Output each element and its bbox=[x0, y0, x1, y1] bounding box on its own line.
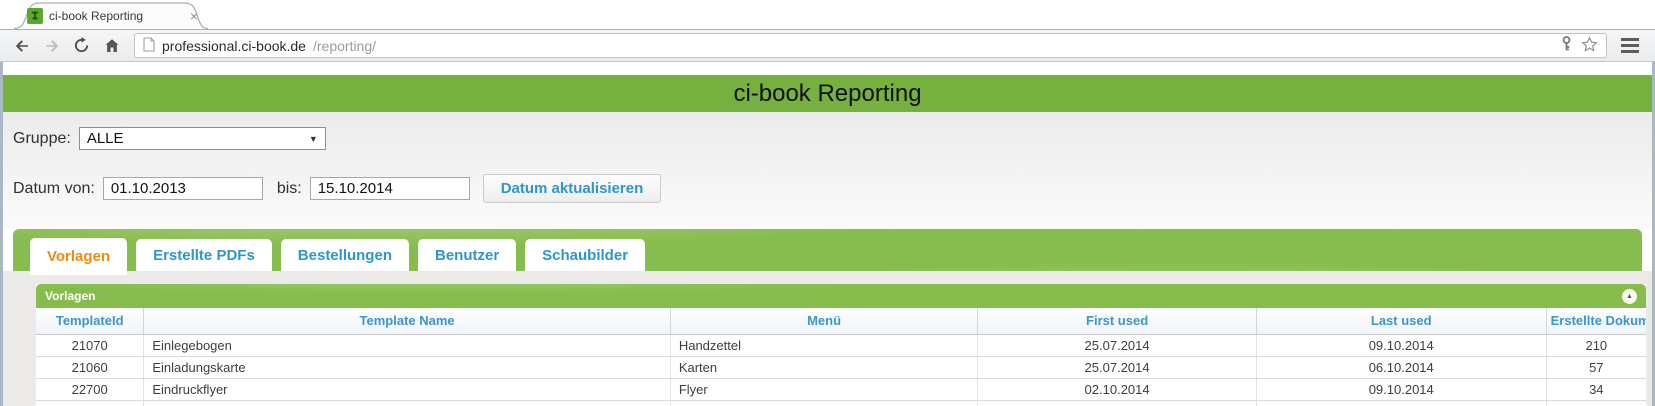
browser-toolbar: professional.ci-book.de/reporting/ bbox=[0, 29, 1655, 62]
content-area: Vorlagen ▲ TemplateId Template Name Menü Fi… bbox=[3, 271, 1652, 406]
tab-vorlagen[interactable]: Vorlagen bbox=[30, 238, 128, 275]
table-cell: Karten bbox=[670, 356, 979, 379]
table-cell: 09.10.2014 bbox=[1256, 334, 1547, 357]
page-tabstrip: Vorlagen Erstellte PDFs Bestellungen Benutz… bbox=[13, 229, 1642, 275]
favicon bbox=[27, 7, 43, 24]
table-cell: 22700 bbox=[36, 378, 145, 401]
table-cell bbox=[143, 400, 671, 406]
table-cell: Flyer bbox=[670, 378, 979, 401]
column-header-first-used[interactable]: First used bbox=[977, 308, 1257, 335]
column-header-templateid[interactable]: TemplateId bbox=[36, 308, 145, 335]
vorlagen-table: TemplateId Template Name Menü First used Las… bbox=[36, 308, 1646, 406]
table-cell: 21060 bbox=[36, 356, 145, 379]
group-select-value: ALLE bbox=[86, 130, 124, 147]
filter-section: Gruppe: ALLE ▼ Datum von: bis: Datum akt… bbox=[3, 112, 1652, 229]
column-header-men-[interactable]: Menü bbox=[670, 308, 979, 335]
vorlagen-panel: Vorlagen ▲ TemplateId Template Name Menü Fi… bbox=[36, 284, 1646, 406]
home-icon[interactable] bbox=[98, 33, 125, 59]
table-row: 21070 Einlegebogen Handzettel 25.07.2014 09.… bbox=[36, 334, 1646, 357]
table-cell: 25.07.2014 bbox=[977, 334, 1257, 357]
url-host: professional.ci-book.de bbox=[162, 37, 306, 54]
panel-title: Vorlagen bbox=[45, 289, 96, 303]
table-cell bbox=[670, 400, 979, 406]
table-cell: Handzettel bbox=[670, 334, 979, 357]
panel-header: Vorlagen ▲ bbox=[36, 284, 1646, 308]
browser-tab-shape bbox=[13, 2, 209, 29]
browser-tab-title: ci-book Reporting bbox=[49, 8, 144, 23]
table-cell: Eindruckflyer bbox=[143, 378, 671, 401]
table-row-partial bbox=[36, 400, 1646, 406]
page-title: ci-book Reporting bbox=[733, 79, 922, 107]
table-header-row: TemplateId Template Name Menü First used Las… bbox=[36, 308, 1646, 335]
date-from-input[interactable] bbox=[102, 177, 263, 200]
url-bar[interactable]: professional.ci-book.de/reporting/ bbox=[134, 33, 1607, 58]
group-label: Gruppe: bbox=[13, 129, 71, 147]
page-body: ci-book Reporting Gruppe: ALLE ▼ Datum v… bbox=[0, 62, 1655, 406]
table-cell bbox=[977, 400, 1257, 406]
column-header-template-name[interactable]: Template Name bbox=[143, 308, 671, 335]
forward-icon[interactable] bbox=[38, 33, 65, 59]
reload-icon[interactable] bbox=[68, 33, 95, 59]
table-row: 21060 Einladungskarte Karten 25.07.2014 06.1… bbox=[36, 356, 1646, 379]
tab-erstellte-pdfs[interactable]: Erstellte PDFs bbox=[136, 239, 272, 271]
page-top-gap bbox=[3, 62, 1652, 75]
tab-schaubilder[interactable]: Schaubilder bbox=[525, 239, 646, 271]
key-icon[interactable] bbox=[1560, 36, 1573, 55]
browser-tab[interactable]: ci-book Reporting × bbox=[13, 2, 209, 29]
table-cell bbox=[1256, 400, 1547, 406]
group-select[interactable]: ALLE ▼ bbox=[78, 127, 326, 150]
table-cell: 02.10.2014 bbox=[977, 378, 1257, 401]
table-cell: 21070 bbox=[36, 334, 145, 357]
date-to-input[interactable] bbox=[309, 177, 470, 200]
page-document-icon bbox=[143, 36, 155, 55]
bookmark-star-icon[interactable] bbox=[1581, 35, 1598, 56]
update-date-button[interactable]: Datum aktualisieren bbox=[482, 174, 662, 203]
table-cell: 57 bbox=[1546, 356, 1646, 379]
table-body: 21070 Einlegebogen Handzettel 25.07.2014 09.… bbox=[36, 334, 1646, 406]
column-header-erstellte-dokumente[interactable]: Erstellte Dokumente bbox=[1546, 308, 1646, 335]
column-header-last-used[interactable]: Last used bbox=[1256, 308, 1547, 335]
table-cell bbox=[36, 400, 145, 406]
table-cell: 06.10.2014 bbox=[1256, 356, 1547, 379]
back-icon[interactable] bbox=[8, 33, 35, 59]
table-cell: 25.07.2014 bbox=[977, 356, 1257, 379]
page-banner: ci-book Reporting bbox=[3, 75, 1652, 112]
tab-bestellungen[interactable]: Bestellungen bbox=[280, 239, 409, 271]
table-cell: Einladungskarte bbox=[143, 356, 671, 379]
table-cell: 34 bbox=[1546, 378, 1646, 401]
date-from-label: Datum von: bbox=[13, 179, 95, 197]
panel-collapse-icon[interactable]: ▲ bbox=[1622, 288, 1637, 304]
tab-close-icon[interactable]: × bbox=[189, 7, 198, 24]
date-to-label: bis: bbox=[276, 179, 302, 197]
table-cell: 09.10.2014 bbox=[1256, 378, 1547, 401]
table-cell: 210 bbox=[1546, 334, 1646, 357]
tab-benutzer[interactable]: Benutzer bbox=[417, 239, 517, 271]
url-path: /reporting/ bbox=[312, 37, 377, 54]
chrome-menu-icon[interactable] bbox=[1615, 34, 1645, 58]
select-dropdown-arrow-icon: ▼ bbox=[308, 133, 318, 144]
table-row: 22700 Eindruckflyer Flyer 02.10.2014 09.10.2… bbox=[36, 378, 1646, 401]
table-cell: Einlegebogen bbox=[143, 334, 671, 357]
table-cell bbox=[1546, 400, 1646, 406]
browser-titlebar: ci-book Reporting × bbox=[0, 0, 1655, 29]
